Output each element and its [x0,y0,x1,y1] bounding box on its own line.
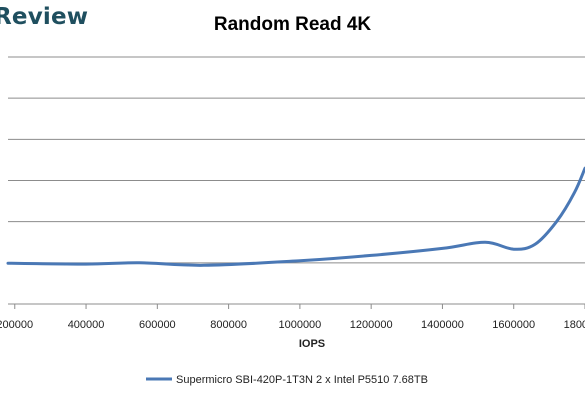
x-tick-label: 200000 [0,319,33,331]
series-lines [6,166,585,267]
x-tick-label: 400000 [68,319,105,331]
legend: Supermicro SBI-420P-1T3N 2 x Intel P5510… [146,374,428,386]
x-tick-label: 600000 [139,319,176,331]
x-tick-label: 1600000 [492,319,535,331]
x-tick-label: 1000000 [278,319,321,331]
legend-label: Supermicro SBI-420P-1T3N 2 x Intel P5510… [176,374,428,386]
x-tick-labels: 200000 400000 600000 800000 1000000 1200000 14… [0,304,585,331]
chart-title: Random Read 4K [213,14,372,35]
brand-watermark: Review [0,4,89,30]
x-tick-label: 1800000 [564,319,585,331]
x-tick-label: 800000 [210,319,247,331]
x-axis-label: IOPS [299,338,325,350]
gridlines [8,56,585,264]
x-tick-label: 1200000 [350,319,393,331]
series-line-0 [6,166,585,267]
x-tick-label: 1400000 [421,319,464,331]
